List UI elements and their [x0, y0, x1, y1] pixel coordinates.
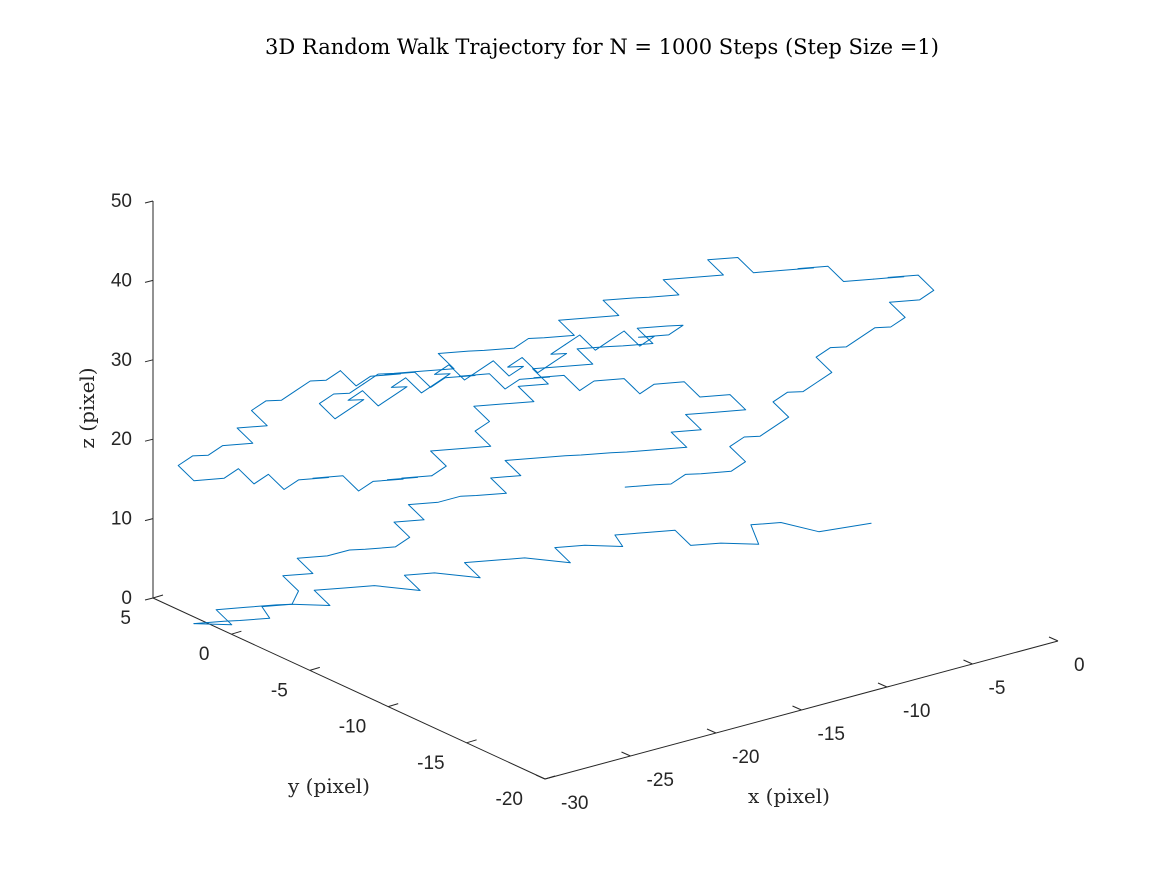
y-tick-mark [388, 703, 399, 708]
walk-series-line [177, 370, 433, 492]
z-axis-label: z (pixel) [75, 367, 99, 448]
y-tick-label: -10 [339, 717, 366, 738]
y-tick-label: 0 [199, 644, 210, 665]
y-ticks: -20 -15 -10 -5 0 5 [120, 594, 556, 810]
y-tick-mark [466, 739, 477, 744]
x-axis-label: x (pixel) [748, 784, 830, 808]
walk-series-line [363, 257, 875, 385]
z-tick-label: 0 [121, 588, 132, 609]
y-tick-label: -5 [271, 680, 288, 701]
x-tick-mark [706, 728, 717, 734]
y-tick-label: -15 [417, 753, 444, 774]
y-tick-mark [544, 775, 556, 780]
z-tick-mark [144, 200, 154, 204]
axes-box [152, 201, 1059, 780]
x-tick-label: -25 [647, 770, 674, 791]
y-tick-mark [152, 594, 164, 599]
z-tick-label: 40 [111, 270, 132, 291]
y-tick-label: 5 [120, 608, 131, 629]
x-tick-mark [1048, 636, 1059, 642]
z-tick-mark [144, 597, 154, 601]
z-ticks: 0 10 20 30 40 50 [111, 191, 154, 609]
z-tick-label: 20 [111, 429, 132, 450]
y-axis-line [152, 597, 546, 780]
z-tick-mark [144, 359, 154, 363]
z-tick-label: 50 [111, 191, 132, 212]
y-tick-mark [309, 666, 320, 671]
y-tick-label: -20 [496, 789, 523, 810]
walk-series-line [193, 449, 658, 625]
z-tick-label: 10 [111, 509, 132, 530]
walk-series-line [339, 370, 747, 451]
chart-title: 3D Random Walk Trajectory for N = 1000 S… [265, 35, 939, 59]
x-tick-mark [621, 751, 631, 757]
x-tick-label: -20 [732, 747, 759, 768]
z-tick-label: 30 [111, 350, 132, 371]
x-ticks: -30 -25 -20 -15 -10 -5 0 [535, 636, 1085, 814]
walk-trajectory [177, 257, 935, 626]
x-tick-mark [792, 705, 802, 711]
z-tick-mark [144, 279, 154, 283]
z-tick-mark [144, 438, 154, 442]
z-tick-mark [144, 518, 154, 522]
x-tick-label: -10 [903, 701, 930, 722]
y-tick-mark [231, 630, 242, 635]
x-tick-label: 0 [1074, 655, 1085, 676]
x-tick-mark [535, 774, 546, 780]
x-tick-label: -15 [818, 724, 845, 745]
walk-series-line [624, 274, 935, 488]
x-tick-label: -30 [561, 793, 588, 814]
y-axis-label: y (pixel) [287, 774, 370, 798]
x-tick-mark [877, 682, 888, 688]
x-tick-mark [963, 659, 973, 665]
walk-series-line [193, 522, 872, 626]
walk-series-line [318, 344, 568, 420]
walk-series-line [430, 324, 684, 477]
x-tick-label: -5 [989, 678, 1006, 699]
